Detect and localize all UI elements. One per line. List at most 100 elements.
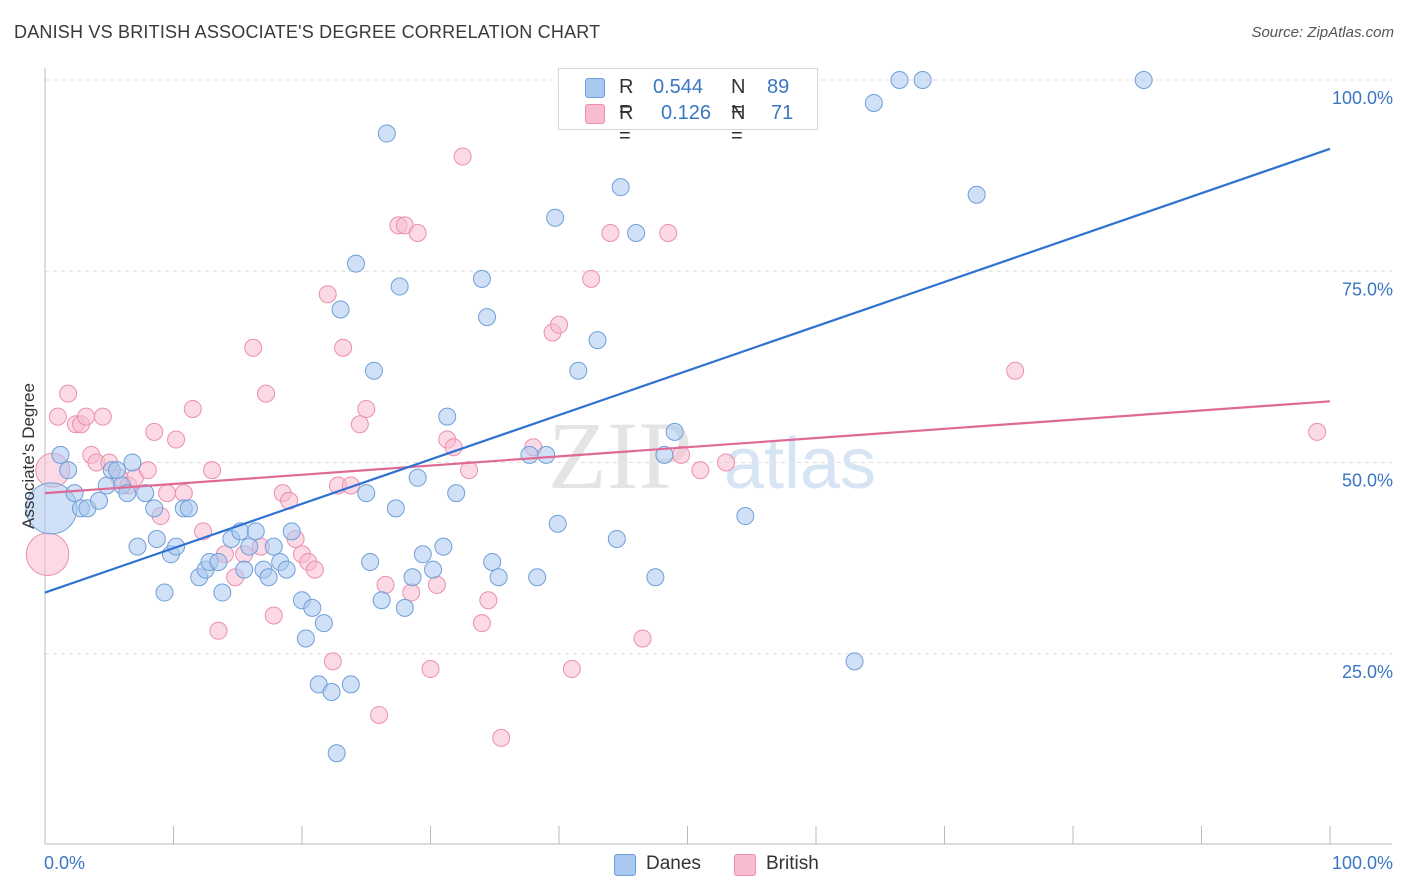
british-point	[357, 399, 376, 418]
danes-point	[89, 491, 108, 510]
danes-point	[403, 568, 422, 587]
danes-point	[357, 484, 376, 503]
danes-point	[259, 568, 278, 587]
danes-point	[413, 545, 432, 564]
danes-point	[123, 453, 142, 472]
danes-point	[390, 277, 409, 296]
danes-point	[520, 445, 539, 464]
british-point	[341, 476, 360, 495]
british-point	[427, 575, 446, 594]
danes-point	[240, 537, 259, 556]
british-point	[264, 606, 283, 625]
danes-point	[59, 461, 78, 480]
british-trend-line	[44, 400, 1331, 495]
danes-point	[483, 552, 502, 571]
danes-point	[478, 308, 497, 327]
danes-point	[364, 361, 383, 380]
danes-point	[537, 445, 556, 464]
british-point	[550, 315, 568, 334]
british-point	[453, 147, 472, 166]
british-point	[562, 660, 581, 679]
danes-point	[246, 522, 265, 541]
danes-point	[213, 583, 232, 602]
y-tick-label: 100.0%	[1332, 88, 1393, 108]
danes-point	[282, 522, 301, 541]
danes-points	[25, 71, 1153, 763]
danes-point	[447, 484, 466, 503]
danes-n-label: N =	[731, 76, 746, 121]
danes-n-value: 89	[767, 76, 790, 98]
british-point	[1006, 361, 1025, 380]
british-point	[77, 407, 96, 426]
danes-point	[655, 445, 674, 464]
danes-point	[736, 507, 755, 526]
danes-point	[646, 568, 665, 587]
british-point	[421, 660, 440, 679]
danes-point	[372, 591, 391, 610]
danes-point	[627, 224, 646, 242]
british-point	[203, 461, 222, 480]
danes-point	[361, 552, 380, 571]
british-point	[472, 614, 491, 633]
british-point	[691, 461, 710, 480]
danes-point	[322, 683, 341, 701]
watermark-atlas: atlas	[724, 424, 876, 504]
danes-point	[438, 407, 457, 426]
british-points	[25, 147, 1327, 747]
british-point	[93, 407, 112, 426]
british-point	[59, 384, 78, 403]
british-point	[305, 560, 324, 579]
danes-point	[136, 484, 155, 503]
british-point	[460, 461, 479, 480]
danes-point	[665, 422, 684, 441]
danes-r-value: 0.544	[653, 76, 704, 98]
danes-trend-line	[44, 147, 1331, 594]
danes-point	[145, 499, 164, 518]
danes-point	[395, 598, 414, 617]
danes-point	[346, 254, 365, 273]
danes-legend-swatch	[614, 854, 636, 876]
british-point	[183, 399, 202, 418]
danes-point	[296, 629, 315, 648]
british-swatch	[585, 104, 605, 124]
british-point	[323, 652, 342, 671]
y-tick-label: 75.0%	[1342, 279, 1393, 299]
danes-point	[528, 568, 547, 587]
british-n-label: N =	[731, 102, 746, 147]
watermark: ZIP atlas	[548, 402, 876, 509]
danes-point	[1134, 71, 1153, 89]
danes-point	[107, 461, 126, 480]
british-legend-swatch	[734, 854, 756, 876]
british-point	[370, 705, 389, 724]
british-point	[444, 438, 463, 457]
danes-point	[327, 744, 346, 763]
danes-point	[408, 468, 427, 487]
british-point	[492, 728, 511, 747]
y-axis-label: Associate's Degree	[19, 383, 38, 529]
british-point	[479, 591, 498, 610]
danes-point	[51, 445, 70, 464]
stats-legend: R = 0.544 N = 89 R = 0.126 N = 71	[558, 68, 818, 147]
danes-point	[845, 652, 864, 671]
danes-point	[913, 71, 932, 89]
british-point	[48, 407, 67, 426]
british-point	[174, 484, 193, 503]
danes-point	[967, 185, 986, 204]
british-point	[318, 285, 337, 304]
british-legend-label: British	[766, 853, 819, 874]
british-point	[402, 583, 421, 602]
danes-point	[147, 530, 166, 548]
trend-lines	[44, 147, 1331, 594]
danes-point	[546, 208, 565, 227]
danes-point	[277, 560, 296, 579]
british-point	[376, 575, 395, 594]
british-point	[582, 269, 601, 288]
danes-point	[303, 598, 322, 617]
danes-point	[472, 269, 491, 288]
chart-title: DANISH VS BRITISH ASSOCIATE'S DEGREE COR…	[14, 22, 601, 42]
danes-point	[341, 675, 360, 694]
danes-point	[331, 300, 350, 319]
british-point	[209, 621, 228, 640]
british-point	[350, 415, 369, 434]
danes-point	[424, 560, 443, 579]
